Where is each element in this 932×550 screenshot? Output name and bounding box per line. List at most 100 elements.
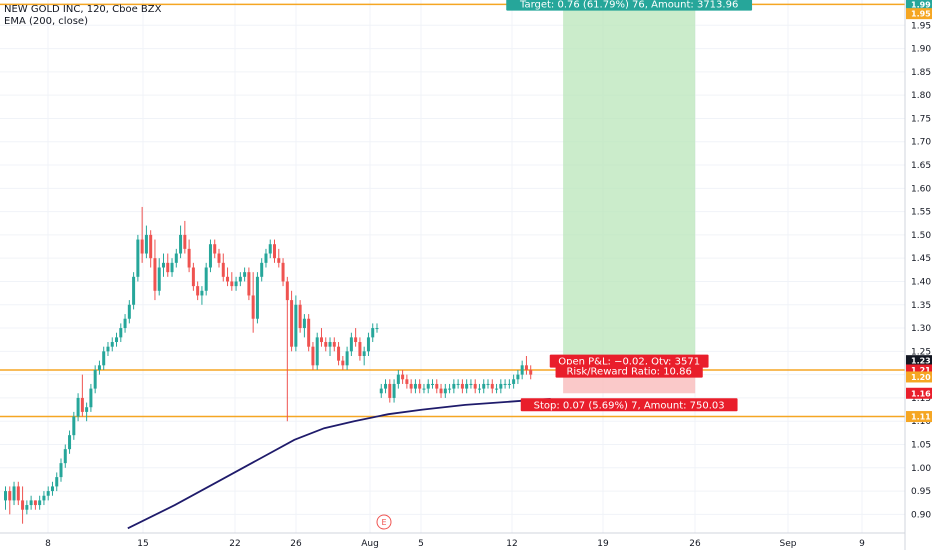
price-tick-label: 1.15 [911,394,931,404]
price-label-text: 1.99 [911,0,931,9]
earnings-event-marker[interactable]: E [376,514,392,530]
candle-body [119,328,123,338]
candle-down [524,356,528,375]
stop-label-bg [520,398,738,412]
candle-body [516,374,520,380]
candles [4,206,533,524]
earnings-event-circle [376,514,392,530]
candle-body [149,234,153,259]
candle-up [469,379,473,389]
price-tick-label: 1.45 [911,254,931,264]
candle-body [379,388,383,394]
candle-body [349,337,353,352]
time-tick-label: 12 [506,539,517,549]
candle-up [495,383,499,394]
candle-down [473,379,477,394]
candle-body [72,416,76,436]
position-labels: Target: 0.76 (61.79%) 76, Amount: 3713.9… [506,0,753,412]
price-tick-label: 1.50 [911,231,931,241]
candle-up [371,323,375,343]
candle-body [332,342,336,347]
candle-body [106,346,110,352]
price-label-text: 1.23 [911,357,931,366]
candle-down [21,486,25,524]
price-label-dark: 1.23 [906,355,932,367]
candle-up [127,300,131,324]
candle-body [413,383,417,389]
price-label-bg [906,8,932,20]
stop-label-text: Stop: 0.07 (5.69%) 7, Amount: 750.03 [534,400,725,411]
price-axis[interactable]: 1.95 1.90 1.85 1.80 1.75 1.70 1.65 1.60 1.55 1.50… [904,0,932,550]
candle-down [281,258,285,287]
stop-label: Stop: 0.07 (5.69%) 7, Amount: 750.03 [520,398,738,412]
candle-body [311,346,315,366]
candle-body [115,337,119,343]
candle-down [401,369,405,384]
candle-body [174,253,178,263]
price-tick-label: 1.25 [911,347,931,357]
candle-body [319,337,323,343]
price-tick-label: 1.90 [911,45,931,55]
candle-up [144,225,148,259]
rr-label: Risk/Reward Ratio: 10.86 [555,364,703,378]
candle-up [76,393,80,422]
candle-body [268,244,272,254]
price-label-bg [906,371,932,383]
candle-up [72,411,76,440]
candle-body [473,383,477,389]
candle-body [499,383,503,389]
candle-body [315,337,319,366]
price-label-red: 1.21 [906,364,932,376]
candle-down [298,300,302,333]
candle-up [366,332,370,356]
price-tick-label: 1.85 [911,68,931,78]
price-label-bg [906,411,932,423]
price-tick-label: 1.10 [911,417,931,427]
price-label-orange: 1.95 [906,8,932,20]
candle-up [12,481,16,506]
candle-up [507,379,511,389]
candle-up [38,495,42,510]
candle-body [234,281,238,287]
time-tick-label: 8 [45,539,51,549]
candle-down [418,379,422,394]
candle-down [439,383,443,398]
candle-up [97,360,101,375]
candle-up [106,342,110,356]
candle-body [102,351,106,366]
candle-up [170,258,174,277]
candle-body [213,244,217,254]
candle-body [157,267,161,291]
candle-body [358,342,362,356]
candle-down [166,253,170,277]
price-tick-label: 1.60 [911,184,931,194]
price-label-green: 1.99 [906,0,932,10]
candle-up [68,430,72,454]
time-tick-label: 5 [418,539,424,549]
time-tick-label: Sep [780,539,797,549]
time-axis[interactable]: 8 15 22 26 Aug 5 12 19 26 Sep 9 [0,532,905,549]
horizontal-lines[interactable] [0,3,905,418]
candle-up [110,337,114,352]
candle-down [324,337,328,352]
candle-up [234,276,238,291]
candle-body [55,477,59,487]
candle-body [191,267,195,287]
candle-body [324,342,328,347]
candle-down [213,239,217,259]
rr-label-text: Risk/Reward Ratio: 10.86 [566,367,691,378]
price-tick-label: 1.95 [911,21,931,31]
time-tick-label: Aug [361,539,379,549]
candle-body [345,351,349,366]
time-tick-label: 15 [137,539,148,549]
candle-body [520,365,524,375]
price-label-text: 1.16 [911,389,931,398]
candle-down [435,379,439,394]
candle-body [140,239,144,254]
candle-up [328,337,332,356]
candle-up [448,383,452,394]
candle-body [68,435,72,450]
candle-up [238,272,242,287]
earnings-event-text: E [381,518,386,527]
